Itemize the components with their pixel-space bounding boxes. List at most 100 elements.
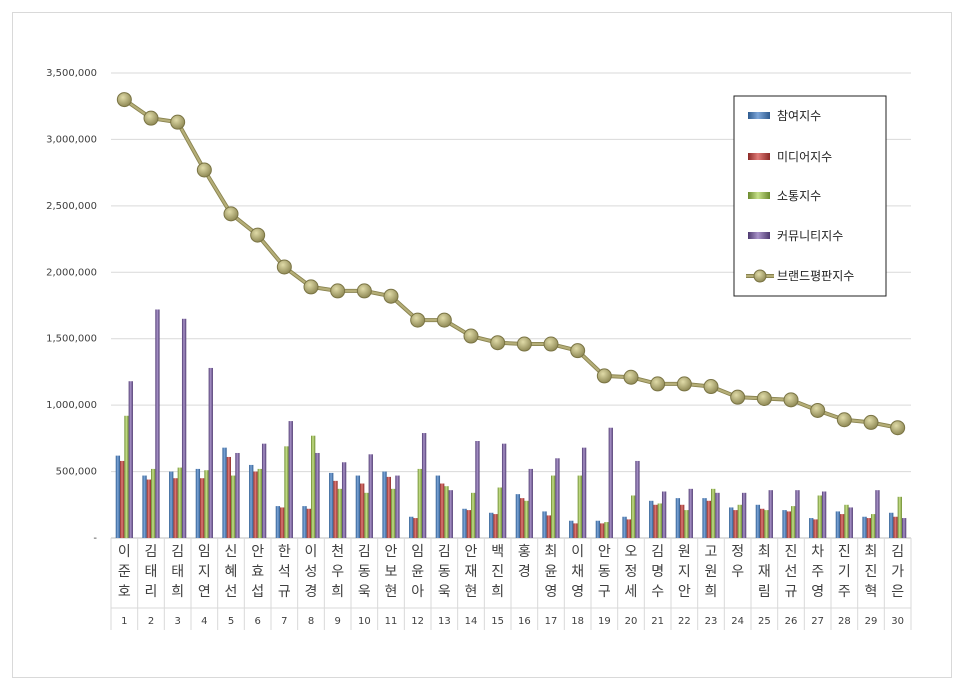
bar-4-14: [475, 441, 480, 538]
brand-point-18: [570, 343, 586, 359]
bar-1-7: [275, 506, 281, 538]
bar-3-29: [871, 514, 876, 538]
bar-4-12: [421, 433, 427, 538]
bar-1-8: [302, 506, 307, 538]
bar-2-24: [733, 510, 738, 538]
bar-3-22: [684, 510, 689, 538]
bar-1-9: [329, 472, 334, 538]
x-axis: 이 준 호 1 김 태 리 2 김 태 희 3 임 지 연 4 신 혜 선 5 안 효 섭 6 한 석 규 7 이 성 경 8 천 우 희 9 김 동 욱 1…: [110, 538, 912, 630]
bar-2-26: [786, 511, 791, 538]
legend-label-2: 미디어지수: [777, 150, 832, 164]
x-rank-label: 3: [174, 616, 180, 627]
bar-3-26: [791, 506, 796, 538]
legend-label-4: 커뮤니티지수: [777, 229, 843, 243]
bar-3-8: [311, 435, 316, 538]
brand-point-14: [463, 328, 479, 344]
y-tick-label: 3,500,000: [46, 68, 97, 79]
legend-swatch-1: [748, 112, 770, 119]
bar-3-7: [284, 446, 289, 538]
bar-1-29: [862, 516, 867, 538]
bar-1-11: [382, 471, 387, 538]
bar-4-13: [448, 490, 453, 538]
bar-3-10: [364, 492, 369, 538]
bar-3-1: [124, 415, 129, 538]
brand-point-16: [516, 336, 532, 352]
legend-label-5: 브랜드평판지수: [777, 269, 854, 283]
x-rank-label: 9: [334, 616, 340, 627]
bar-2-10: [360, 483, 365, 538]
bar-4-1: [128, 381, 133, 538]
brand-point-2: [143, 110, 159, 126]
bar-3-2: [151, 468, 156, 538]
bar-2-6: [253, 471, 258, 538]
legend-marker: [753, 269, 767, 283]
brand-point-26: [783, 392, 799, 408]
x-rank-label: 2: [148, 616, 154, 627]
y-tick-label: 3,000,000: [46, 134, 97, 145]
brand-point-11: [383, 288, 399, 304]
bar-1-28: [835, 511, 841, 538]
bar-4-3: [181, 318, 187, 538]
bar-4-23: [715, 492, 720, 538]
bar-2-25: [760, 508, 765, 538]
x-rank-label: 29: [865, 616, 878, 627]
bar-1-25: [755, 504, 761, 538]
brand-point-5: [223, 206, 239, 222]
x-rank-label: 19: [598, 616, 611, 627]
bar-4-30: [901, 518, 907, 538]
bar-4-15: [501, 443, 507, 538]
brand-point-9: [330, 283, 346, 299]
legend-swatch-2: [748, 153, 770, 160]
brand-point-19: [596, 368, 612, 384]
bar-2-23: [706, 500, 711, 538]
bar-1-12: [409, 516, 414, 538]
bar-3-19: [604, 522, 609, 538]
bar-2-18: [573, 523, 578, 538]
y-tick-label: 2,500,000: [46, 201, 97, 212]
bar-2-13: [440, 483, 445, 538]
brand-point-29: [863, 414, 879, 430]
x-rank-label: 25: [758, 616, 771, 627]
bar-2-28: [840, 514, 845, 538]
bar-2-12: [413, 518, 418, 538]
brand-point-12: [410, 312, 426, 328]
bar-1-3: [169, 471, 174, 538]
chart-frame: [12, 12, 952, 678]
bar-4-22: [688, 488, 693, 538]
x-rank-label: 18: [571, 616, 584, 627]
bar-1-23: [702, 498, 707, 538]
bar-3-9: [337, 488, 342, 538]
bar-4-27: [821, 491, 827, 538]
bar-4-21: [661, 491, 667, 538]
brand-point-1: [116, 92, 132, 108]
bar-2-14: [466, 510, 471, 538]
bar-4-10: [368, 454, 373, 538]
brand-point-20: [623, 369, 639, 385]
bar-1-4: [195, 468, 201, 538]
bar-3-3: [177, 467, 182, 538]
bar-1-30: [889, 512, 894, 538]
bar-3-5: [231, 475, 236, 538]
brand-point-17: [543, 336, 559, 352]
bar-3-27: [817, 495, 822, 538]
legend-label-3: 소통지수: [777, 189, 821, 203]
bar-2-21: [653, 504, 658, 538]
x-rank-label: 20: [625, 616, 638, 627]
x-rank-label: 12: [411, 616, 424, 627]
brand-point-21: [650, 376, 666, 392]
brand-point-30: [890, 420, 906, 436]
brand-point-23: [703, 379, 719, 395]
brand-point-3: [170, 114, 186, 130]
